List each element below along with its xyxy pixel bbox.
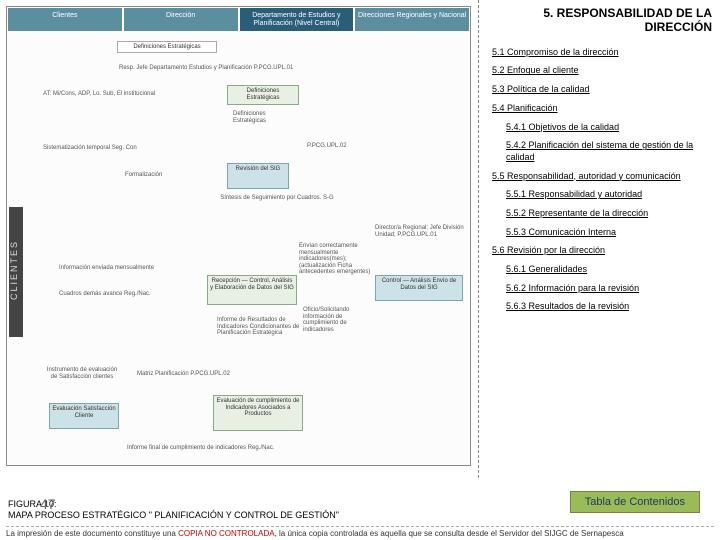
box-eval-satisfaccion: Evaluación Satisfacción Cliente bbox=[49, 403, 119, 429]
diagram-header-direccion: Dirección bbox=[123, 7, 239, 32]
toc-link[interactable]: 5.5.2 Representante de la dirección bbox=[506, 208, 712, 220]
column-divider bbox=[478, 0, 479, 478]
toc-link[interactable]: 5.6.2 Información para la revisión bbox=[506, 283, 712, 295]
diagram-header-regionales: Direcciones Regionales y Nacional bbox=[354, 7, 470, 32]
label-sintesis: Síntesis de Seguimiento por Cuadros. S-G bbox=[217, 195, 337, 202]
clientes-sidebar-label: CLIENTES bbox=[9, 207, 23, 337]
footer-part1: La impresión de este documento constituy… bbox=[6, 529, 178, 538]
process-map-diagram: Clientes Dirección Departamento de Estud… bbox=[6, 6, 471, 466]
toc-link[interactable]: 5.3 Política de la calidad bbox=[492, 84, 712, 96]
label-at-min: AT: Mi/Cons, ADP, Lo. Sub, El institucio… bbox=[43, 91, 193, 98]
label-resp-jefe: Resp. Jefe Departamento Estudios y Plani… bbox=[119, 65, 379, 72]
footer-part2: , la única copia controlada es aquella q… bbox=[275, 529, 624, 538]
label-def-est-sub: Definiciones Estratégicas bbox=[233, 111, 293, 124]
box-recepcion: Recepción — Control, Análisis y Elaborac… bbox=[207, 275, 297, 305]
toc-link[interactable]: 5.5.1 Responsabilidad y autoridad bbox=[506, 189, 712, 201]
box-def-estrategicas: Definiciones Estratégicas bbox=[227, 85, 299, 105]
box-eval-cumplimiento: Evaluación de cumplimiento de Indicadore… bbox=[213, 395, 303, 431]
label-dir-regional: Director/a Regional; Jefe División Unida… bbox=[375, 225, 471, 238]
diagram-header-clientes: Clientes bbox=[7, 7, 123, 32]
footer-disclaimer: La impresión de este documento constituy… bbox=[6, 526, 714, 538]
toc-link[interactable]: 5.5.3 Comunicación Interna bbox=[506, 227, 712, 239]
toc-list: 5.1 Compromiso de la dirección 5.2 Enfoqu… bbox=[492, 47, 712, 313]
section-title: 5. RESPONSABILIDAD DE LA DIRECCIÓN bbox=[492, 6, 712, 35]
toc-link[interactable]: 5.2 Enfoque al cliente bbox=[492, 65, 712, 77]
diagram-header: Clientes Dirección Departamento de Estud… bbox=[7, 7, 470, 32]
toc-link[interactable]: 5.5 Responsabilidad, autoridad y comunic… bbox=[492, 171, 712, 183]
toc-link[interactable]: 5.6 Revisión por la dirección bbox=[492, 245, 712, 257]
toc-link[interactable]: 5.6.3 Resultados de la revisión bbox=[506, 301, 712, 313]
box-revision-sig: Revisión del SIG bbox=[227, 163, 289, 189]
label-formalizacion: Formalización bbox=[125, 172, 195, 179]
label-envian: Envían correctamente mensualmente indica… bbox=[299, 243, 377, 276]
label-pcg02: P.PCG.UPL.02 bbox=[307, 143, 377, 150]
toc-link[interactable]: 5.4 Planificación bbox=[492, 103, 712, 115]
diagram-header-departamento: Departamento de Estudios y Planificación… bbox=[239, 7, 355, 32]
label-sist-temp: Sistematización temporal Seg. Con bbox=[43, 145, 183, 152]
box-def-estrategicas-top: Definiciones Estratégicas bbox=[117, 41, 217, 53]
label-informe-final: Informe final de cumplimiento de indicad… bbox=[127, 445, 327, 452]
toc-link[interactable]: 5.4.2 Planificación del sistema de gesti… bbox=[506, 140, 712, 163]
toc-link[interactable]: 5.4.1 Objetivos de la calidad bbox=[506, 122, 712, 134]
label-matriz: Matriz Planificación P.PCG.UPL.02 bbox=[137, 371, 287, 378]
label-informe-resultados: Informe de Resultados de Indicadores Con… bbox=[217, 317, 317, 337]
label-instrumento: Instrumento de evaluación de Satisfacció… bbox=[45, 367, 119, 380]
toc-link[interactable]: 5.6.1 Generalidades bbox=[506, 264, 712, 276]
toc-button[interactable]: Tabla de Contenidos bbox=[570, 491, 700, 513]
toc-link[interactable]: 5.1 Compromiso de la dirección bbox=[492, 47, 712, 59]
footer-red: COPIA NO CONTROLADA bbox=[178, 529, 274, 538]
label-info-enviada: Información enviada mensualmente bbox=[59, 265, 179, 272]
box-control-envio: Control — Análisis Envío de Datos del SI… bbox=[375, 275, 463, 301]
label-cuadros: Cuadros demás avance Reg./Nac. bbox=[59, 291, 189, 298]
